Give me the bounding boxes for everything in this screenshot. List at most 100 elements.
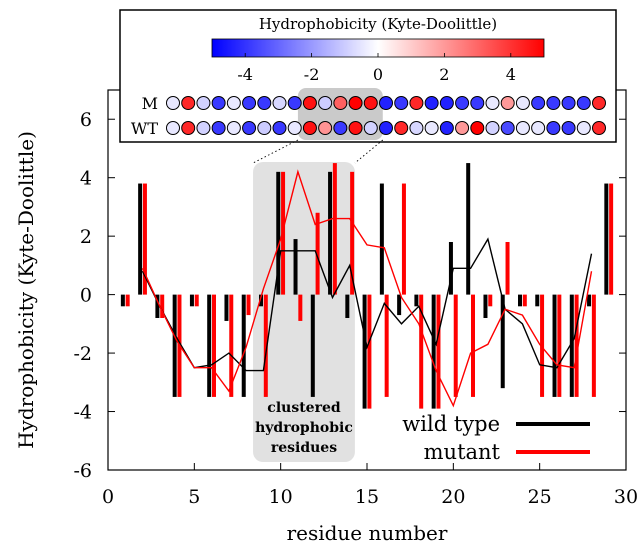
residue-circle [363,96,378,110]
residue-circle [424,96,439,110]
residue-circle [561,96,576,110]
residue-circle [196,96,211,110]
mutant-bar [557,294,562,397]
wild-type-bar [466,163,471,295]
residue-circle [470,121,485,135]
mutant-bar [229,294,234,397]
wild-type-bar [328,171,333,295]
wild-type-bar [259,294,263,307]
wild-type-bar [155,294,160,318]
wild-type-bar [293,239,298,295]
wild-type-bar [310,294,315,397]
mutant-bar [436,294,441,409]
residue-circle [592,121,606,135]
x-tick-label: 0 [102,486,114,508]
x-tick-label: 20 [441,486,465,508]
legend-label: wild type [402,412,500,436]
residue-circle [333,121,348,135]
residue-circle [226,121,241,135]
wild-type-bar [120,294,125,307]
highlight-region [253,162,355,462]
mutant-bar [505,242,510,295]
mutant-bar [212,294,216,397]
residue-circle [500,96,515,110]
y-axis-label: Hydrophobicity (Kyte-Doolittle) [14,131,38,449]
wild-type-bar [362,294,367,409]
wild-type-trend-line [141,237,593,372]
residue-circle [576,96,591,110]
wild-type-bar [189,294,194,307]
y-tick-label: -2 [73,343,92,365]
wild-type-bar [397,294,402,316]
mutant-bar [540,294,545,397]
residue-circle [485,96,500,110]
connector-line [354,139,384,164]
colorbar-tick-label: -4 [237,65,253,84]
wild-type-bar [535,294,540,307]
connector-line [252,139,299,164]
mutant-bar [419,294,424,409]
x-tick-label: 10 [269,486,293,508]
residue-circle [242,121,257,135]
residue-circle [272,121,287,135]
residue-circle [394,121,409,135]
mutant-bar [609,183,614,295]
residue-circle [287,96,302,110]
residue-circle [439,96,454,110]
residue-circle [424,121,439,135]
residue-circle [455,96,470,110]
wild-type-bar [587,294,592,307]
wild-type-bar [518,294,522,307]
mutant-bar [281,171,286,295]
y-tick-label: -6 [73,460,92,482]
wild-type-bar [431,294,436,409]
residue-circle [455,121,470,135]
x-axis-label: residue number [287,521,448,545]
mutant-bar [384,294,389,397]
colorbar-tick-label: 0 [373,65,383,84]
mutant-bar [574,294,579,397]
wild-type-bar [414,294,419,307]
residue-circle [166,96,180,110]
y-tick-label: 2 [80,226,92,248]
wild-type-bar [345,294,350,318]
mutant-trend-line [141,169,593,408]
mutant-bar [522,294,527,307]
residue-circle [576,121,591,135]
residue-circle [348,96,363,110]
mutant-bar [160,294,165,318]
mutant-bar [488,294,493,307]
residue-circle [211,96,226,110]
residue-circle [272,96,287,110]
mutant-bar [471,294,475,397]
wild-type-bar [138,183,143,295]
residue-circle [409,96,424,110]
y-tick-label: -4 [73,402,92,424]
residue-circle [257,121,272,135]
y-tick-label: 4 [80,168,92,190]
residue-circle [379,96,393,110]
residue-circle [181,96,196,110]
inset-row-label: M [142,94,158,113]
mutant-bar [125,294,130,307]
x-tick-label: 30 [614,486,638,508]
residue-circle [546,121,561,135]
mutant-bar [350,171,355,295]
residue-circle [561,121,576,135]
wild-type-bar [569,294,574,397]
x-tick-label: 5 [188,486,200,508]
residue-circle [348,121,363,135]
highlight-label: residues [271,440,337,456]
mutant-bar [591,294,596,397]
legend-label: mutant [424,440,501,464]
residue-circle [394,96,409,110]
mutant-bar [194,294,199,307]
mutant-bar [298,294,303,321]
residue-circle [242,96,257,110]
wild-type-bar [172,294,177,397]
wild-type-bar [483,294,488,318]
wild-type-bar [552,294,557,397]
residue-circle [302,121,317,135]
residue-circle [485,121,500,135]
